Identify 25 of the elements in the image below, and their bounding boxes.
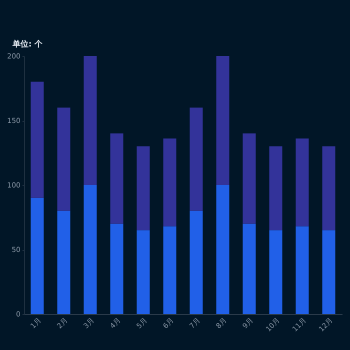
bar <box>190 108 203 211</box>
bar <box>84 185 97 314</box>
bar <box>322 230 336 314</box>
bar <box>30 82 44 198</box>
bar <box>242 133 256 224</box>
bar <box>57 108 70 211</box>
y-axis-title: 单位: 个 <box>12 40 44 48</box>
bar <box>136 230 150 314</box>
bar <box>84 56 97 185</box>
bar <box>190 210 203 314</box>
bar <box>296 226 309 314</box>
bar <box>242 224 256 314</box>
bar <box>269 230 282 314</box>
bar <box>216 185 230 314</box>
bar <box>110 224 124 314</box>
bar <box>110 133 124 224</box>
bar <box>322 146 336 230</box>
bar <box>296 138 309 226</box>
bar <box>216 56 230 185</box>
bar <box>136 146 150 230</box>
bar <box>163 226 176 314</box>
bar <box>163 138 176 226</box>
bar <box>30 198 44 314</box>
bar <box>57 210 70 314</box>
bar <box>269 146 282 230</box>
